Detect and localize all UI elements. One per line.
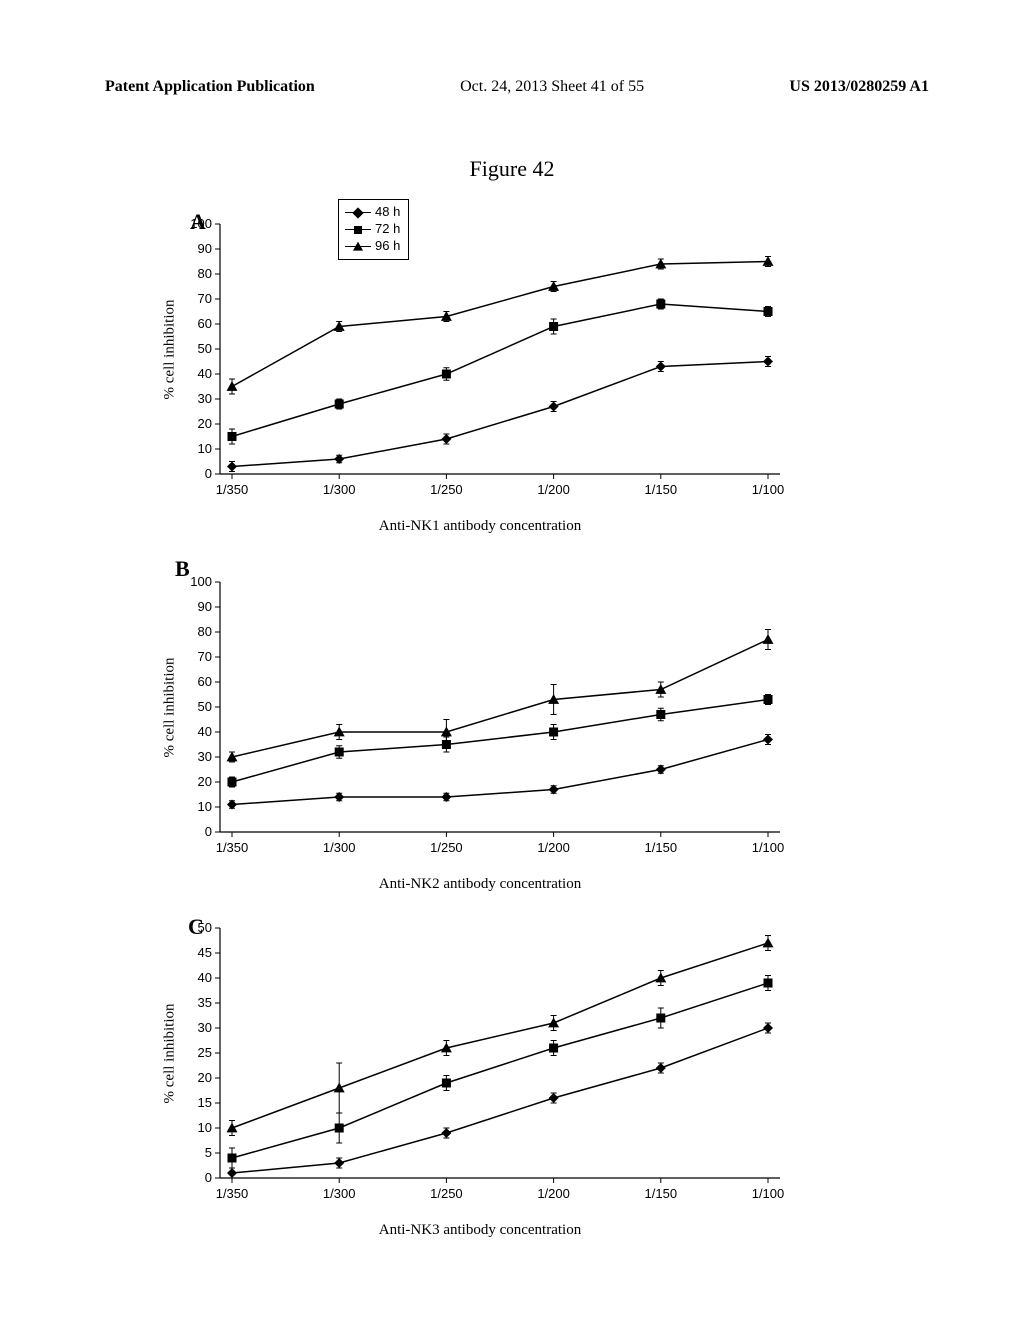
svg-text:90: 90 bbox=[198, 241, 212, 256]
header-right: US 2013/0280259 A1 bbox=[789, 78, 929, 96]
svg-text:20: 20 bbox=[198, 774, 212, 789]
svg-text:50: 50 bbox=[198, 699, 212, 714]
svg-text:1/150: 1/150 bbox=[645, 840, 678, 855]
svg-text:30: 30 bbox=[198, 749, 212, 764]
svg-text:40: 40 bbox=[198, 970, 212, 985]
svg-text:50: 50 bbox=[198, 341, 212, 356]
chart-a-svg: 0 10 20 30 40 50 60 70 80 90 100 1/350 1/300 1/250 1/2… bbox=[160, 206, 800, 514]
svg-text:10: 10 bbox=[198, 799, 212, 814]
svg-text:30: 30 bbox=[198, 391, 212, 406]
chart-c: % cell inhibition 0 5 10 15 20 25 30 35 40 45 50 1/… bbox=[160, 910, 800, 1239]
svg-text:10: 10 bbox=[198, 1120, 212, 1135]
svg-text:1/100: 1/100 bbox=[752, 482, 785, 497]
svg-text:70: 70 bbox=[198, 649, 212, 664]
svg-text:1/200: 1/200 bbox=[537, 840, 570, 855]
svg-text:40: 40 bbox=[198, 724, 212, 739]
svg-text:1/250: 1/250 bbox=[430, 1186, 463, 1201]
header-left: Patent Application Publication bbox=[105, 78, 315, 96]
page-header: Patent Application Publication Oct. 24, … bbox=[0, 78, 1024, 96]
svg-text:60: 60 bbox=[198, 316, 212, 331]
header-center: Oct. 24, 2013 Sheet 41 of 55 bbox=[460, 78, 644, 96]
svg-text:80: 80 bbox=[198, 266, 212, 281]
svg-text:45: 45 bbox=[198, 945, 212, 960]
svg-text:1/150: 1/150 bbox=[645, 1186, 678, 1201]
svg-text:0: 0 bbox=[205, 1170, 212, 1185]
svg-text:0: 0 bbox=[205, 824, 212, 839]
svg-text:1/350: 1/350 bbox=[216, 840, 249, 855]
svg-text:1/150: 1/150 bbox=[645, 482, 678, 497]
svg-text:5: 5 bbox=[205, 1145, 212, 1160]
svg-text:90: 90 bbox=[198, 599, 212, 614]
svg-text:1/300: 1/300 bbox=[323, 482, 356, 497]
chart-a-ylabel: % cell inhibition bbox=[161, 300, 178, 400]
svg-text:60: 60 bbox=[198, 674, 212, 689]
chart-a: % cell inhibition 0 10 20 30 40 50 60 70 80 90 100… bbox=[160, 206, 800, 535]
svg-text:1/350: 1/350 bbox=[216, 482, 249, 497]
figure-title: Figure 42 bbox=[0, 156, 1024, 182]
svg-text:70: 70 bbox=[198, 291, 212, 306]
svg-text:1/300: 1/300 bbox=[323, 840, 356, 855]
chart-b-xlabel: Anti-NK2 antibody concentration bbox=[160, 876, 800, 893]
svg-text:40: 40 bbox=[198, 366, 212, 381]
svg-text:1/100: 1/100 bbox=[752, 840, 785, 855]
svg-text:1/200: 1/200 bbox=[537, 482, 570, 497]
chart-c-svg: 0 5 10 15 20 25 30 35 40 45 50 1/350 1/300 1/250 1/200… bbox=[160, 910, 800, 1218]
svg-text:1/250: 1/250 bbox=[430, 840, 463, 855]
chart-c-xlabel: Anti-NK3 antibody concentration bbox=[160, 1222, 800, 1239]
svg-text:1/350: 1/350 bbox=[216, 1186, 249, 1201]
svg-text:100: 100 bbox=[190, 574, 212, 589]
svg-text:20: 20 bbox=[198, 1070, 212, 1085]
svg-text:1/200: 1/200 bbox=[537, 1186, 570, 1201]
svg-text:20: 20 bbox=[198, 416, 212, 431]
svg-text:1/100: 1/100 bbox=[752, 1186, 785, 1201]
chart-b-svg: 0 10 20 30 40 50 60 70 80 90 100 1/350 1/300 1/250 1/2… bbox=[160, 564, 800, 872]
svg-text:1/300: 1/300 bbox=[323, 1186, 356, 1201]
svg-text:10: 10 bbox=[198, 441, 212, 456]
chart-a-xlabel: Anti-NK1 antibody concentration bbox=[160, 518, 800, 535]
svg-text:35: 35 bbox=[198, 995, 212, 1010]
svg-text:1/250: 1/250 bbox=[430, 482, 463, 497]
svg-text:15: 15 bbox=[198, 1095, 212, 1110]
svg-text:25: 25 bbox=[198, 1045, 212, 1060]
svg-text:100: 100 bbox=[190, 216, 212, 231]
chart-c-ylabel: % cell inhibition bbox=[161, 1004, 178, 1104]
svg-text:0: 0 bbox=[205, 466, 212, 481]
svg-text:80: 80 bbox=[198, 624, 212, 639]
svg-text:30: 30 bbox=[198, 1020, 212, 1035]
chart-b-ylabel: % cell inhibition bbox=[161, 658, 178, 758]
svg-text:50: 50 bbox=[198, 920, 212, 935]
chart-b: % cell inhibition 0 10 20 30 40 50 60 70 80 90 100… bbox=[160, 564, 800, 893]
